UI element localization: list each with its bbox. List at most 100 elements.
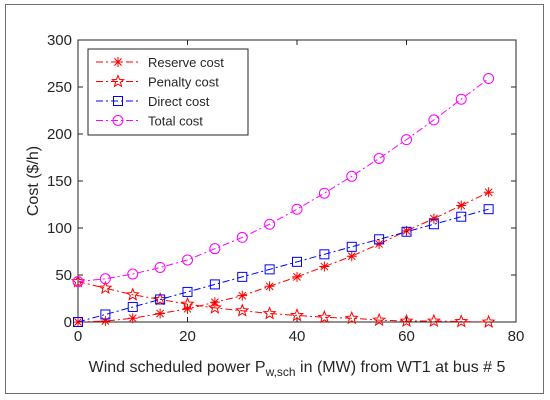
legend-marker xyxy=(113,96,123,106)
data-point xyxy=(483,187,494,198)
x-axis-label-main: Wind scheduled power P xyxy=(89,359,266,376)
series-line xyxy=(77,78,489,283)
legend: Reserve cost Penalty cost Direct cost Total… xyxy=(87,48,249,136)
data-point xyxy=(262,306,277,320)
y-tick-label: 100 xyxy=(47,220,72,237)
data-point xyxy=(481,314,496,328)
series-line xyxy=(77,208,489,323)
y-tick-label: 150 xyxy=(47,173,72,190)
data-point xyxy=(209,243,221,255)
data-point xyxy=(346,170,358,182)
data-point xyxy=(319,249,330,260)
data-point xyxy=(456,211,467,222)
series-reserve-cost xyxy=(73,187,494,327)
data-point xyxy=(264,281,275,292)
x-tick-label: 60 xyxy=(398,328,415,345)
series-line xyxy=(77,191,489,323)
y-tick-label: 50 xyxy=(55,267,72,284)
data-point xyxy=(154,261,166,273)
data-point xyxy=(318,187,330,199)
data-point xyxy=(127,268,139,280)
data-point xyxy=(264,264,275,275)
data-point xyxy=(292,271,302,282)
data-point xyxy=(319,261,330,272)
x-axis-label: Wind scheduled power Pw,sch in (MW) from… xyxy=(89,359,506,379)
legend-item: Penalty cost xyxy=(96,74,219,90)
series-direct-cost xyxy=(73,204,494,327)
data-point xyxy=(428,114,440,126)
x-tick-label: 20 xyxy=(179,328,196,345)
data-point xyxy=(180,296,195,311)
data-point xyxy=(428,219,439,230)
legend-label: Total cost xyxy=(148,114,203,129)
data-point xyxy=(483,204,494,215)
data-point xyxy=(127,301,138,312)
y-tick-label: 250 xyxy=(47,79,72,96)
legend-marker xyxy=(113,57,123,67)
legend-marker xyxy=(110,74,126,88)
series-line xyxy=(77,281,489,323)
x-tick-label: 40 xyxy=(289,328,306,345)
data-point xyxy=(125,287,140,301)
data-point xyxy=(182,303,193,314)
data-point xyxy=(373,152,385,164)
legend-item: Total cost xyxy=(96,114,203,129)
legend-label: Penalty cost xyxy=(148,75,219,90)
data-point xyxy=(374,234,385,245)
legend-marker xyxy=(112,115,124,126)
data-point xyxy=(401,226,412,237)
data-point xyxy=(127,313,138,324)
data-point xyxy=(155,308,166,319)
legend-item: Reserve cost xyxy=(96,55,224,70)
x-tick-label: 80 xyxy=(508,328,525,345)
x-axis-label-subscript: w,sch xyxy=(265,365,296,379)
data-point xyxy=(72,276,84,288)
data-point xyxy=(207,300,222,314)
data-point xyxy=(428,213,439,224)
data-point xyxy=(98,280,113,295)
data-point xyxy=(237,290,248,301)
data-point xyxy=(289,308,305,322)
data-point xyxy=(291,203,303,215)
data-point xyxy=(99,273,111,285)
data-point xyxy=(426,313,441,328)
data-point xyxy=(454,314,469,328)
data-point xyxy=(455,93,467,105)
data-point xyxy=(235,303,250,317)
legend-label: Reserve cost xyxy=(148,55,224,70)
data-point xyxy=(182,286,193,297)
data-point xyxy=(399,313,414,328)
data-point xyxy=(236,231,248,243)
data-point xyxy=(155,294,166,305)
data-point xyxy=(401,134,412,146)
y-axis-label: Cost ($/h) xyxy=(25,146,42,216)
data-point xyxy=(292,256,302,267)
data-point xyxy=(401,225,412,236)
y-tick-label: 0 xyxy=(64,314,72,331)
data-point xyxy=(344,310,359,325)
data-point xyxy=(456,200,467,211)
data-point xyxy=(73,317,83,327)
x-axis-label-suffix: in (MW) from WT1 at bus # 5 xyxy=(296,359,506,376)
data-point xyxy=(372,312,387,327)
x-tick-label: 0 xyxy=(74,328,82,345)
data-point xyxy=(100,316,111,327)
data-point xyxy=(237,271,248,282)
data-point xyxy=(346,251,357,262)
figure-border xyxy=(5,4,544,394)
data-point xyxy=(346,241,357,252)
data-point xyxy=(100,309,111,320)
y-tick-label: 200 xyxy=(47,126,72,143)
legend-label: Direct cost xyxy=(148,94,210,109)
data-point xyxy=(182,254,193,266)
series-layer xyxy=(70,73,496,328)
data-point xyxy=(483,73,495,85)
data-point xyxy=(209,279,220,290)
legend-item: Direct cost xyxy=(96,94,210,109)
series-total-cost xyxy=(72,73,495,288)
data-point xyxy=(317,309,332,324)
data-point xyxy=(264,218,276,230)
y-tick-label: 300 xyxy=(47,32,72,49)
